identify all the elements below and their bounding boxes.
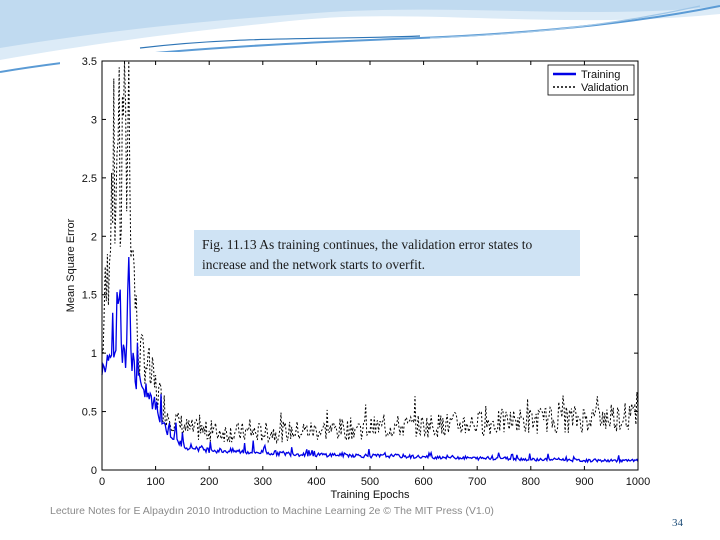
y-tick-label: 0	[91, 465, 97, 477]
x-tick-label: 200	[200, 476, 218, 488]
x-tick-label: 100	[146, 476, 164, 488]
y-tick-label: 3.5	[82, 56, 97, 68]
x-tick-label: 1000	[626, 476, 650, 488]
x-tick-label: 300	[254, 476, 272, 488]
chart-svg: 0 100 200 300 400 500 600 700 800 900 1000 0 0.5 1 1.5…	[65, 56, 651, 500]
ticks-layer: 0 100 200 300 400 500 600 700 800 900 1000 0 0.5 1 1.5…	[82, 56, 651, 488]
x-tick-label: 600	[414, 476, 432, 488]
caption-text: Fig. 11.13 As training continues, the va…	[202, 237, 533, 272]
y-tick-label: 2.5	[82, 173, 97, 185]
chart-panel: 0 100 200 300 400 500 600 700 800 900 1000 0 0.5 1 1.5…	[60, 52, 652, 500]
x-tick-label: 800	[522, 476, 540, 488]
y-tick-label: 2	[91, 231, 97, 243]
y-tick-label: 1.5	[82, 290, 97, 302]
header-wave-line-3	[429, 5, 701, 39]
y-tick-label: 1	[91, 348, 97, 360]
header-wave-line-2	[139, 35, 421, 49]
x-tick-label: 500	[361, 476, 379, 488]
x-tick-label: 0	[99, 476, 105, 488]
x-tick-label: 700	[468, 476, 486, 488]
page-number: 34	[672, 517, 683, 529]
y-tick-label: 3	[91, 114, 97, 126]
header-wave-mid	[0, 0, 720, 48]
legend-label-training: Training	[581, 69, 620, 81]
legend-label-validation: Validation	[581, 82, 629, 94]
x-tick-label: 400	[307, 476, 325, 488]
x-axis-title: Training Epochs	[330, 489, 410, 500]
legend-box	[547, 64, 635, 96]
footer-note: Lecture Notes for E Alpaydın 2010 Introd…	[50, 505, 494, 517]
series-layer	[101, 60, 639, 465]
chart-legend: Training Validation	[547, 64, 635, 96]
x-tick-label: 900	[575, 476, 593, 488]
y-tick-label: 0.5	[82, 407, 97, 419]
y-axis-title: Mean Square Error	[65, 218, 77, 312]
figure-caption: Fig. 11.13 As training continues, the va…	[194, 230, 580, 276]
series-line-training	[101, 256, 639, 465]
